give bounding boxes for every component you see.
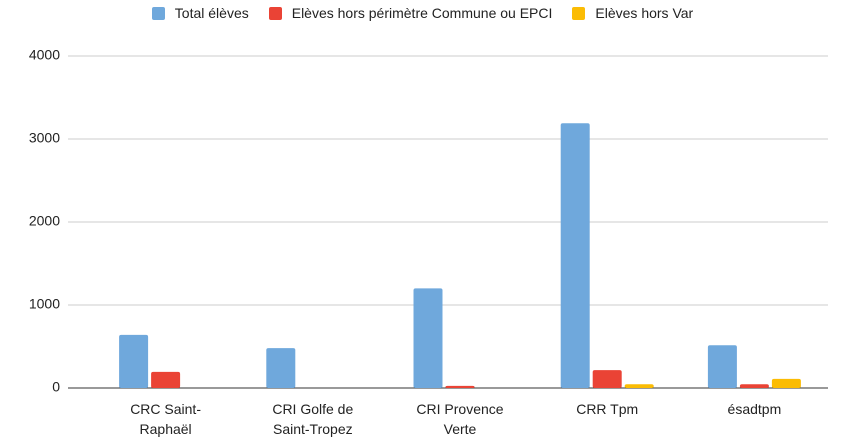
y-tick-label: 0 [52,379,60,395]
x-tick-label: CRR Tpm [576,401,639,417]
bar [592,370,622,388]
bar [624,384,654,388]
bar [771,378,801,388]
legend-item: Elèves hors périmètre Commune ou EPCI [268,5,553,21]
legend: Total élèves Elèves hors périmètre Commun… [0,5,845,21]
legend-item: Elèves hors Var [572,5,693,21]
bar [739,384,769,388]
x-tick-label: CRI Provence Verte [416,401,504,437]
bar [445,385,475,388]
y-tick-label: 3000 [29,130,60,146]
bar [266,348,296,388]
legend-item: Total élèves [151,5,249,21]
bar [413,288,443,388]
legend-swatch [268,6,282,20]
legend-swatch [151,6,165,20]
legend-label: Total élèves [174,5,249,21]
legend-label: Elèves hors périmètre Commune ou EPCI [291,5,553,21]
bar [151,371,181,388]
legend-swatch [572,6,586,20]
y-tick-label: 2000 [29,213,60,229]
bar [560,123,590,388]
x-tick-label: CRI Golfe de Saint-Tropez [272,401,354,437]
legend-label: Elèves hors Var [595,5,694,21]
bar [119,334,149,388]
y-tick-label: 4000 [29,47,60,63]
y-tick-label: 1000 [29,296,60,312]
x-tick-label: ésadtpm [727,401,782,417]
x-tick-label: CRC Saint-Raphaël [130,401,201,437]
bar [707,345,737,388]
